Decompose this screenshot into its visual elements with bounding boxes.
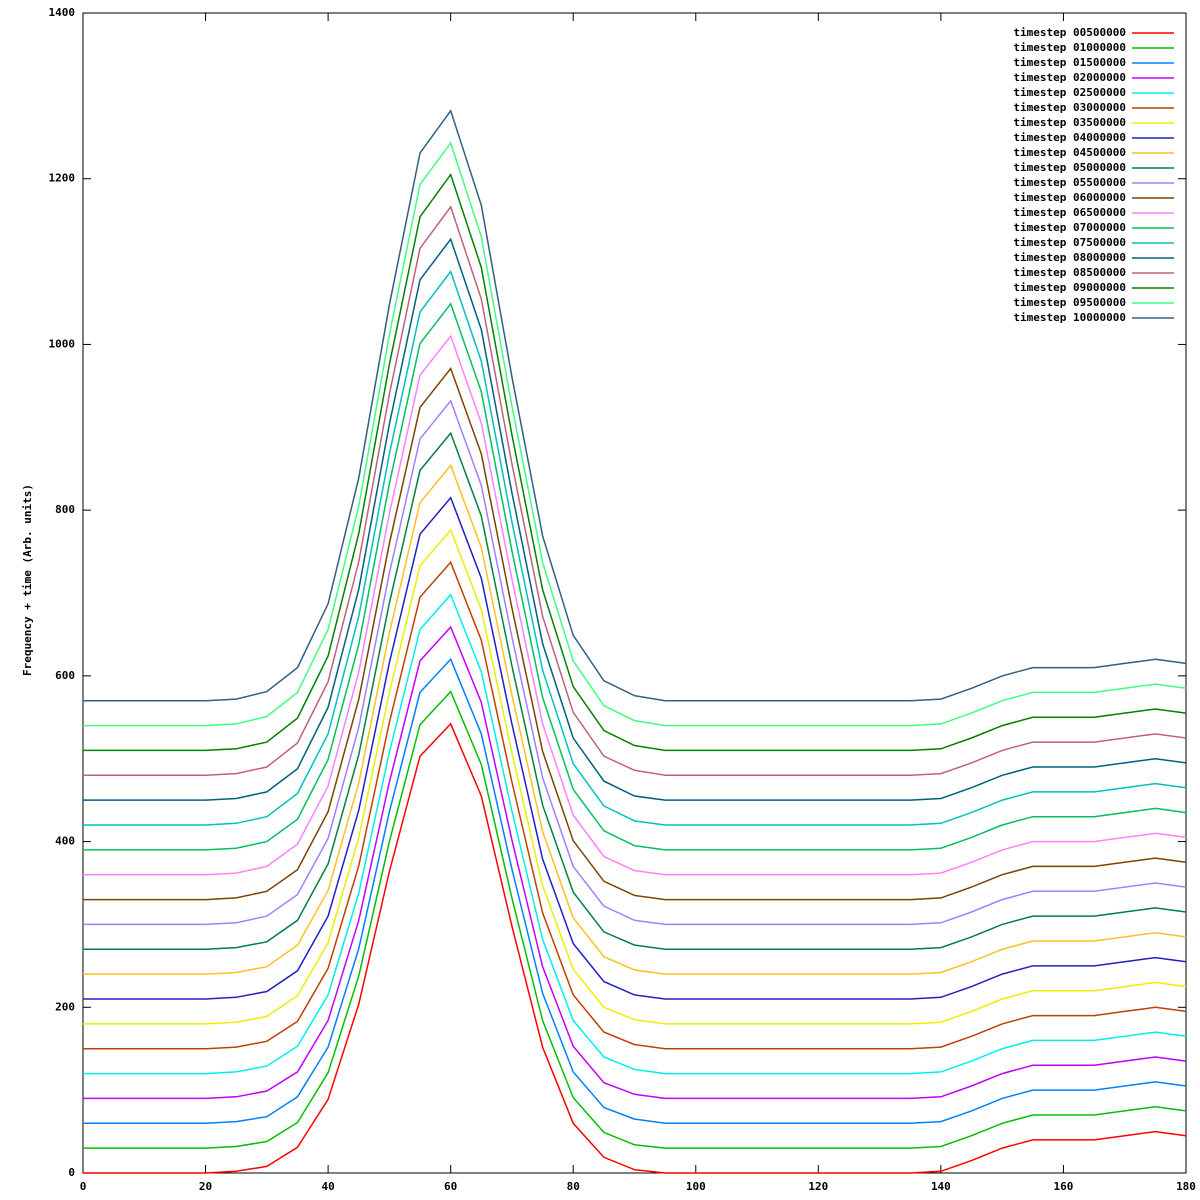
series-line [83,172,1187,752]
legend-label: timestep 07500000 [1013,236,1126,249]
series-line [83,334,1187,876]
series-line [83,302,1187,851]
series-line [83,463,1187,975]
legend-label: timestep 01500000 [1013,56,1126,69]
legend-label: timestep 03000000 [1013,101,1126,114]
legend-label: timestep 09000000 [1013,281,1126,294]
legend-label: timestep 06500000 [1013,206,1126,219]
series-line [83,399,1187,926]
legend-label: timestep 10000000 [1013,311,1126,324]
series-line [83,366,1187,901]
series-line [83,657,1187,1125]
y-tick-label: 800 [55,503,75,516]
series-line [83,528,1187,1025]
y-tick-label: 1000 [49,337,76,350]
legend-label: timestep 01000000 [1013,41,1126,54]
y-axis-label: Frequency + time (Arb. units) [21,484,34,676]
series-line [83,431,1187,951]
series-line [83,109,1187,702]
x-tick-label: 0 [80,1180,87,1193]
legend-label: timestep 04000000 [1013,131,1126,144]
x-tick-label: 20 [199,1180,212,1193]
legend-label: timestep 07000000 [1013,221,1126,234]
legend-label: timestep 00500000 [1013,26,1126,39]
x-tick-label: 120 [808,1180,828,1193]
series-line [83,690,1187,1149]
x-tick-label: 180 [1176,1180,1196,1193]
plot-frame [82,12,1187,1174]
x-tick-label: 60 [444,1180,457,1193]
legend-label: timestep 05000000 [1013,161,1126,174]
x-tick-label: 100 [686,1180,706,1193]
x-tick-label: 140 [931,1180,951,1193]
series-line [83,560,1187,1050]
x-tick-label: 160 [1054,1180,1074,1193]
y-tick-label: 600 [55,669,75,682]
series-line [83,141,1187,727]
series-line [83,722,1187,1174]
series-line [83,593,1187,1075]
y-tick-label: 400 [55,835,75,848]
y-tick-label: 1200 [49,172,76,185]
series-line [83,269,1187,826]
legend-label: timestep 08500000 [1013,266,1126,279]
series-line [83,625,1187,1100]
series-line [83,496,1187,1000]
x-tick-label: 40 [321,1180,334,1193]
series-line [83,237,1187,801]
legend-label: timestep 02000000 [1013,71,1126,84]
legend-label: timestep 04500000 [1013,146,1126,159]
y-tick-label: 0 [68,1166,75,1179]
series-line [83,205,1187,777]
legend-label: timestep 03500000 [1013,116,1126,129]
x-tick-label: 80 [567,1180,580,1193]
legend-label: timestep 02500000 [1013,86,1126,99]
legend-label: timestep 09500000 [1013,296,1126,309]
legend-label: timestep 05500000 [1013,176,1126,189]
legend-label: timestep 06000000 [1013,191,1126,204]
y-tick-label: 200 [55,1000,75,1013]
legend-label: timestep 08000000 [1013,251,1126,264]
y-tick-label: 1400 [49,6,76,19]
